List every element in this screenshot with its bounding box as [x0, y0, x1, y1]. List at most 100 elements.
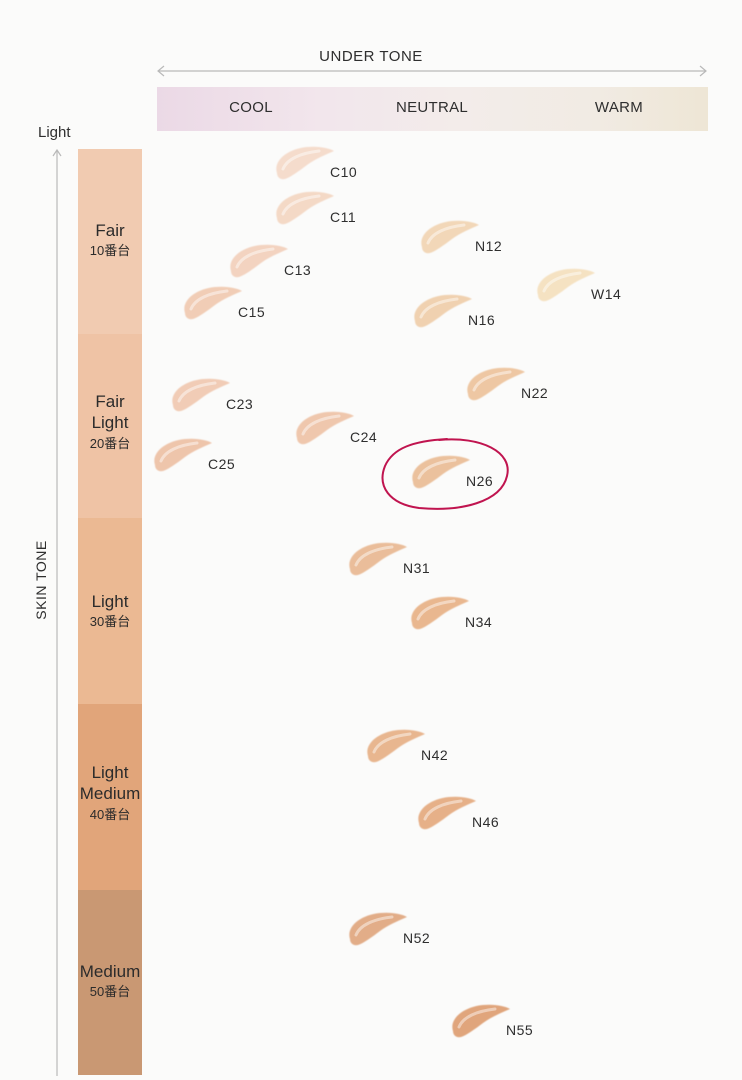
shade-n31: N31 — [349, 542, 430, 576]
tone-label-light: Light 30番台 — [78, 591, 142, 631]
shade-swatch-sheen — [189, 289, 229, 311]
shade-swatch-sheen — [281, 194, 321, 216]
shade-swatch — [296, 411, 354, 445]
shade-label: N46 — [472, 814, 499, 830]
shade-label: C23 — [226, 396, 253, 412]
shade-swatch — [230, 244, 288, 278]
shade-swatch — [349, 542, 407, 576]
tone-label-medium: Medium 50番台 — [78, 961, 142, 1001]
tone-name: Fair — [95, 221, 125, 240]
tone-name: Light — [91, 763, 129, 782]
shade-swatch-sheen — [542, 271, 582, 293]
tone-number-range: 30番台 — [89, 614, 131, 630]
highlight-circle — [381, 438, 509, 510]
tone-label-fair-light: Fair Light 20番台 — [78, 391, 142, 452]
shade-label: N31 — [403, 560, 430, 576]
undertone-label-neutral: NEUTRAL — [395, 99, 469, 116]
undertone-gradient-band — [157, 87, 708, 131]
shade-label: N16 — [468, 312, 495, 328]
shade-swatch-sheen — [419, 297, 459, 319]
shade-c25: C25 — [154, 438, 235, 472]
tone-name: Light — [91, 413, 129, 433]
shade-swatch-sheen — [472, 370, 512, 392]
tone-band-medium — [78, 890, 142, 1075]
undertone-axis-arrow — [157, 65, 707, 77]
shade-swatch — [411, 596, 469, 630]
shade-swatch-sheen — [372, 732, 412, 754]
shade-n42: N42 — [367, 729, 448, 763]
shade-n46: N46 — [418, 796, 499, 830]
undertone-label-cool: COOL — [229, 99, 273, 116]
shade-label: N34 — [465, 614, 492, 630]
tone-name: Medium — [79, 784, 141, 804]
shade-c13: C13 — [230, 244, 311, 278]
shade-swatch-sheen — [301, 414, 341, 436]
undertone-axis-title: UNDER TONE — [319, 48, 423, 65]
shade-swatch-sheen — [426, 223, 466, 245]
shade-n22: N22 — [467, 367, 548, 401]
shade-n34: N34 — [411, 596, 492, 630]
tone-label-fair: Fair 10番台 — [78, 220, 142, 260]
shade-swatch — [276, 191, 334, 225]
shade-swatch — [467, 367, 525, 401]
shade-swatch-sheen — [354, 915, 394, 937]
shade-swatch-sheen — [457, 1007, 497, 1029]
tone-name: Fair — [95, 392, 125, 411]
shade-c11: C11 — [276, 191, 356, 225]
shade-swatch — [452, 1004, 510, 1038]
shade-n55: N55 — [452, 1004, 533, 1038]
shade-n16: N16 — [414, 294, 495, 328]
shade-swatch — [184, 286, 242, 320]
shade-label: N52 — [403, 930, 430, 946]
shade-label: C10 — [330, 164, 357, 180]
tone-number-range: 20番台 — [89, 435, 131, 451]
tone-band-light — [78, 518, 142, 704]
shade-label: N22 — [521, 385, 548, 401]
shade-swatch — [172, 378, 230, 412]
shade-label: C11 — [330, 209, 356, 225]
shade-swatch — [276, 146, 334, 180]
shade-n12: N12 — [421, 220, 502, 254]
tone-label-light-medium: Light Medium 40番台 — [78, 762, 142, 823]
shade-swatch-sheen — [177, 381, 217, 403]
shade-label: N55 — [506, 1022, 533, 1038]
shade-c24: C24 — [296, 411, 377, 445]
shade-swatch — [421, 220, 479, 254]
shade-swatch-sheen — [281, 149, 321, 171]
shade-label: N42 — [421, 747, 448, 763]
shade-w14: W14 — [537, 268, 621, 302]
shade-n52: N52 — [349, 912, 430, 946]
shade-label: C25 — [208, 456, 235, 472]
tone-band-fair — [78, 149, 142, 334]
shade-swatch-sheen — [423, 799, 463, 821]
shade-swatch — [537, 268, 595, 302]
shade-swatch — [414, 294, 472, 328]
tone-name: Light — [91, 592, 129, 611]
shade-label: C24 — [350, 429, 377, 445]
shade-swatch — [349, 912, 407, 946]
shade-swatch-sheen — [417, 458, 457, 480]
tone-band-light-medium — [78, 704, 142, 890]
shade-label: C13 — [284, 262, 311, 278]
shade-c15: C15 — [184, 286, 265, 320]
tone-name: Medium — [79, 962, 141, 981]
shade-label: W14 — [591, 286, 621, 302]
shade-swatch-sheen — [235, 247, 275, 269]
tone-number-range: 40番台 — [89, 806, 131, 822]
skin-axis-top-label: Light — [38, 124, 71, 141]
skin-tone-axis-arrow — [52, 148, 62, 1076]
shade-c10: C10 — [276, 146, 357, 180]
shade-swatch — [418, 796, 476, 830]
undertone-label-warm: WARM — [594, 99, 644, 116]
tone-number-range: 50番台 — [89, 984, 131, 1000]
shade-swatch — [154, 438, 212, 472]
shade-swatch — [412, 455, 470, 489]
shade-swatch-sheen — [354, 545, 394, 567]
shade-swatch — [367, 729, 425, 763]
shade-label: C15 — [238, 304, 265, 320]
shade-label: N26 — [466, 473, 493, 489]
shade-c23: C23 — [172, 378, 253, 412]
shade-label: N12 — [475, 238, 502, 254]
shade-swatch-sheen — [159, 441, 199, 463]
